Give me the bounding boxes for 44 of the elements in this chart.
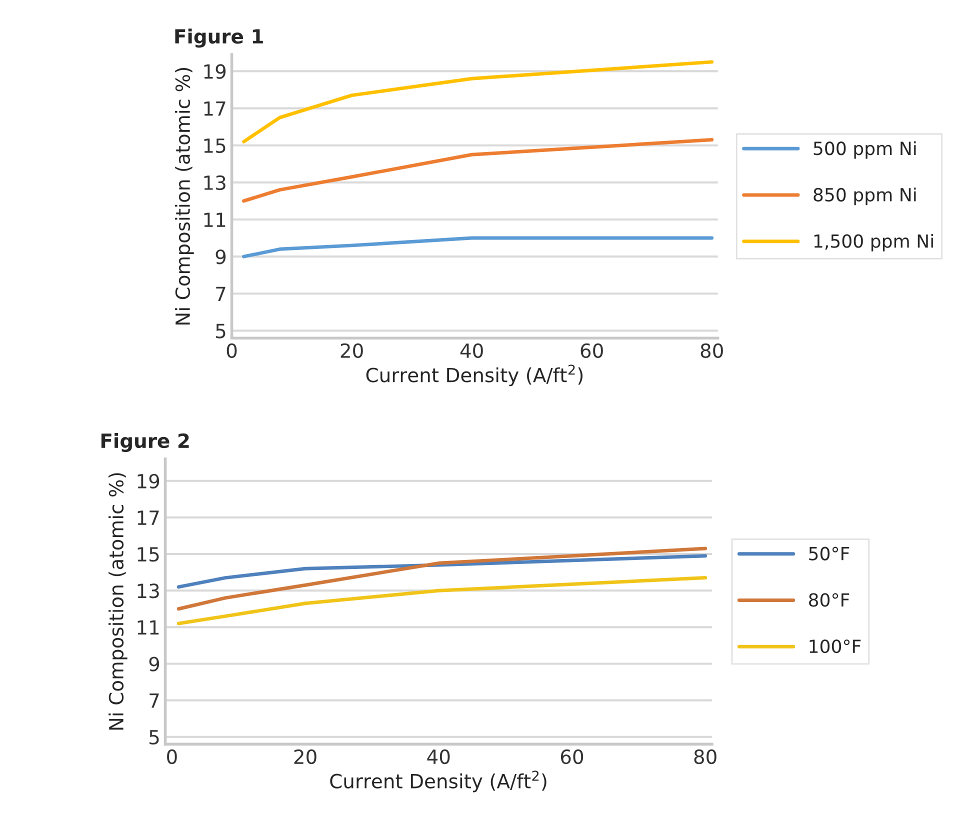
chart-title: Figure 1 bbox=[175, 28, 263, 48]
x-tick-label: 20 bbox=[340, 343, 363, 358]
legend-label: 500 ppm Ni bbox=[814, 141, 916, 159]
line-series bbox=[242, 236, 714, 258]
x-tick-label: 0 bbox=[226, 343, 237, 358]
y-tick-label: 7 bbox=[216, 286, 226, 302]
x-tick-label: 20 bbox=[294, 749, 316, 764]
line-series bbox=[176, 546, 708, 611]
y-tick-label: 13 bbox=[138, 584, 159, 598]
y-tick-label: 15 bbox=[138, 547, 159, 562]
x-tick-label: 40 bbox=[427, 749, 450, 764]
x-axis-title: Current Density (A/ft$^{2}$) bbox=[330, 770, 546, 792]
legend-label: 100°F bbox=[810, 640, 861, 654]
y-axis-title: Ni Composition (atomic %) bbox=[175, 68, 194, 324]
x-axis-title: Current Density (A/ft$^{2}$) bbox=[366, 364, 583, 386]
y-tick-label: 5 bbox=[150, 730, 159, 745]
y-tick-label: 13 bbox=[204, 175, 226, 190]
y-tick-label: 11 bbox=[138, 620, 159, 635]
x-tick-label: 80 bbox=[694, 749, 716, 764]
y-tick-label: 17 bbox=[138, 510, 159, 525]
y-axis-title: Ni Composition (atomic %) bbox=[108, 473, 128, 730]
y-tick-label: 11 bbox=[204, 212, 226, 227]
y-tick-label: 19 bbox=[138, 474, 160, 489]
line-series bbox=[176, 554, 708, 589]
y-tick-label: 9 bbox=[216, 250, 226, 264]
line-series bbox=[242, 138, 714, 203]
legend-label: 850 ppm Ni bbox=[814, 188, 916, 206]
y-tick-label: 9 bbox=[149, 656, 160, 672]
x-tick-label: 60 bbox=[560, 749, 584, 764]
y-tick-label: 19 bbox=[204, 64, 226, 79]
chart-title: Figure 2 bbox=[101, 433, 189, 452]
x-tick-label: 0 bbox=[167, 749, 177, 764]
y-tick-label: 17 bbox=[204, 101, 226, 116]
legend-label: 50°F bbox=[809, 546, 850, 560]
x-tick-label: 80 bbox=[700, 343, 723, 358]
y-tick-label: 15 bbox=[204, 138, 226, 154]
x-tick-label: 60 bbox=[580, 343, 603, 358]
y-tick-label: 7 bbox=[150, 694, 159, 708]
x-tick-label: 40 bbox=[460, 343, 483, 358]
legend-label: 80°F bbox=[809, 593, 850, 607]
line-series bbox=[176, 576, 708, 626]
line-series bbox=[242, 60, 714, 144]
y-tick-label: 5 bbox=[216, 324, 226, 338]
legend-label: 1,500 ppm Ni bbox=[814, 234, 933, 252]
